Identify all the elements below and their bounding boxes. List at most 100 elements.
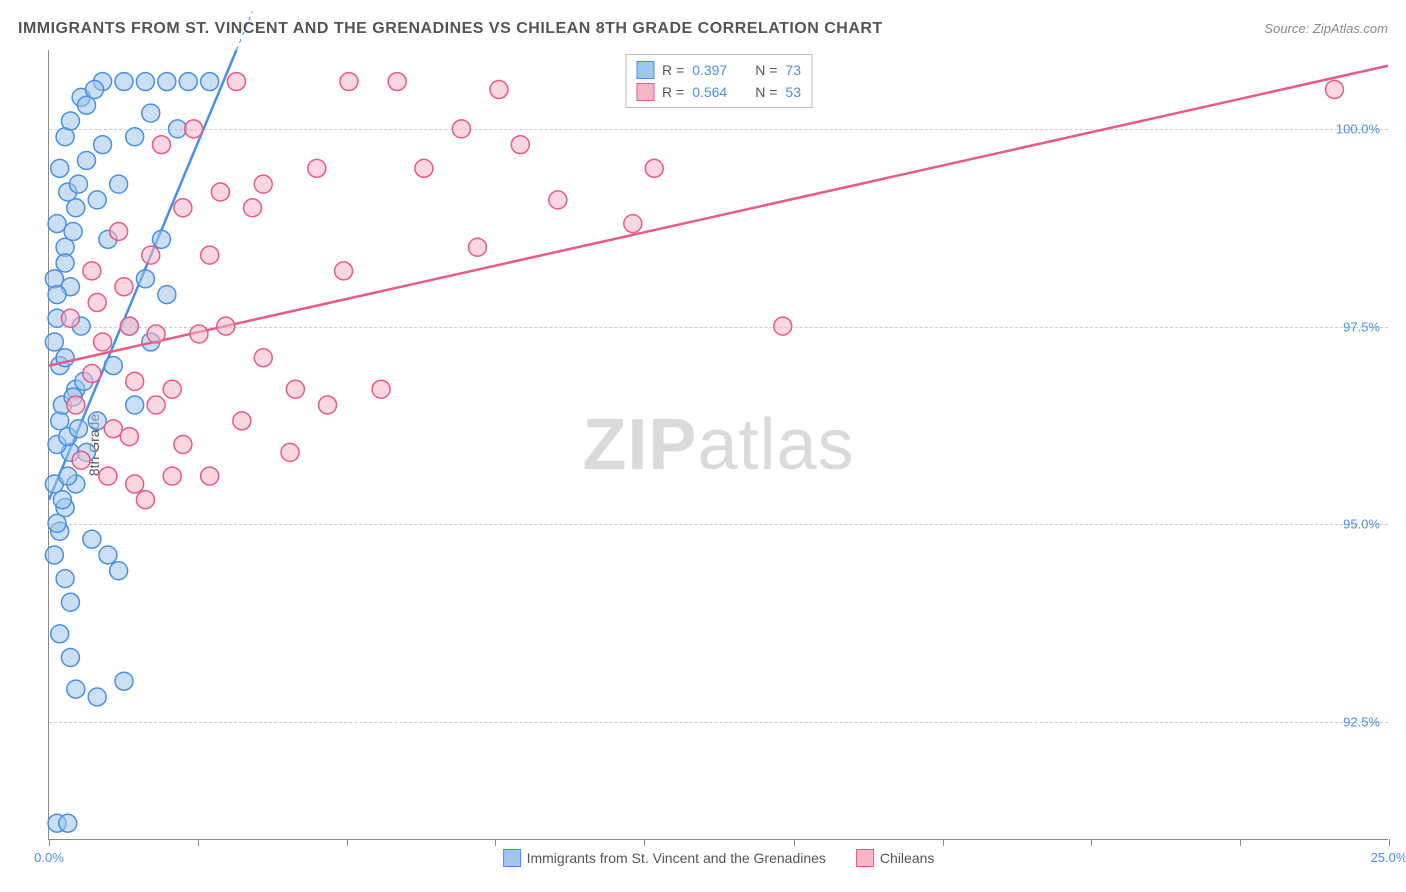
scatter-point-chilean (185, 120, 203, 138)
scatter-point-chilean (244, 199, 262, 217)
scatter-point-chilean (415, 159, 433, 177)
scatter-point-svg (158, 286, 176, 304)
scatter-point-chilean (468, 238, 486, 256)
chart-title: IMMIGRANTS FROM ST. VINCENT AND THE GREN… (18, 20, 883, 38)
scatter-point-svg (99, 546, 117, 564)
scatter-point-chilean (340, 73, 358, 91)
scatter-point-chilean (142, 246, 160, 264)
n-value-chilean: 53 (785, 84, 801, 100)
scatter-point-chilean (104, 420, 122, 438)
scatter-point-svg (88, 191, 106, 209)
scatter-point-svg (69, 420, 87, 438)
scatter-point-svg (67, 680, 85, 698)
scatter-point-svg (88, 412, 106, 430)
x-tick (1389, 839, 1390, 846)
n-value-svg: 73 (785, 62, 801, 78)
scatter-point-svg (94, 136, 112, 154)
r-label: R = (662, 84, 684, 100)
scatter-point-svg (104, 357, 122, 375)
scatter-point-svg (53, 491, 71, 509)
scatter-point-svg (51, 625, 69, 643)
series-legend: Immigrants from St. Vincent and the Gren… (503, 849, 935, 867)
scatter-point-svg (56, 254, 74, 272)
x-tick (198, 839, 199, 846)
legend-row-chilean: R =0.564N =53 (636, 81, 801, 103)
scatter-point-svg (169, 120, 187, 138)
x-tick (1091, 839, 1092, 846)
scatter-point-chilean (163, 467, 181, 485)
scatter-point-chilean (83, 262, 101, 280)
scatter-point-chilean (388, 73, 406, 91)
scatter-point-svg (158, 73, 176, 91)
title-bar: IMMIGRANTS FROM ST. VINCENT AND THE GREN… (18, 20, 1388, 38)
x-tick (49, 839, 50, 846)
x-tick (347, 839, 348, 846)
scatter-point-svg (45, 333, 63, 351)
scatter-point-chilean (254, 175, 272, 193)
scatter-point-svg (51, 159, 69, 177)
scatter-point-chilean (308, 159, 326, 177)
x-tick (943, 839, 944, 846)
scatter-point-chilean (147, 325, 165, 343)
scatter-point-svg (115, 73, 133, 91)
scatter-point-chilean (201, 467, 219, 485)
series-label: Immigrants from St. Vincent and the Gren… (527, 850, 826, 866)
x-tick (1240, 839, 1241, 846)
x-tick (495, 839, 496, 846)
scatter-point-chilean (490, 80, 508, 98)
scatter-point-chilean (286, 380, 304, 398)
scatter-point-svg (142, 104, 160, 122)
scatter-point-chilean (645, 159, 663, 177)
scatter-point-chilean (67, 396, 85, 414)
scatter-point-svg (83, 530, 101, 548)
scatter-point-chilean (201, 246, 219, 264)
scatter-point-svg (86, 80, 104, 98)
scatter-point-svg (48, 286, 66, 304)
scatter-point-svg (69, 175, 87, 193)
scatter-point-svg (64, 222, 82, 240)
source-label: Source: (1264, 21, 1309, 36)
scatter-point-chilean (126, 475, 144, 493)
scatter-point-svg (88, 688, 106, 706)
series-legend-item: Chileans (856, 849, 934, 867)
scatter-point-chilean (217, 317, 235, 335)
scatter-point-chilean (281, 443, 299, 461)
scatter-point-chilean (624, 215, 642, 233)
scatter-point-svg (59, 467, 77, 485)
source-name: ZipAtlas.com (1313, 21, 1388, 36)
scatter-point-chilean (211, 183, 229, 201)
scatter-point-svg (152, 230, 170, 248)
scatter-point-svg (115, 672, 133, 690)
scatter-point-svg (110, 562, 128, 580)
scatter-point-svg (48, 215, 66, 233)
legend-swatch-svg (636, 61, 654, 79)
scatter-point-chilean (549, 191, 567, 209)
scatter-point-chilean (120, 428, 138, 446)
scatter-point-chilean (174, 199, 192, 217)
scatter-point-chilean (1325, 80, 1343, 98)
scatter-point-chilean (254, 349, 272, 367)
legend-swatch-chilean (636, 83, 654, 101)
scatter-point-chilean (72, 451, 90, 469)
scatter-point-svg (61, 649, 79, 667)
scatter-point-chilean (227, 73, 245, 91)
x-tick-label: 25.0% (1371, 850, 1406, 865)
scatter-point-svg (48, 514, 66, 532)
scatter-point-chilean (126, 372, 144, 390)
scatter-point-svg (136, 73, 154, 91)
scatter-point-svg (45, 546, 63, 564)
scatter-point-chilean (152, 136, 170, 154)
scatter-svg (49, 50, 1388, 839)
scatter-point-chilean (115, 278, 133, 296)
correlation-legend: R =0.397N =73R =0.564N =53 (625, 54, 812, 108)
r-label: R = (662, 62, 684, 78)
scatter-point-svg (126, 396, 144, 414)
scatter-point-svg (61, 593, 79, 611)
scatter-point-chilean (83, 365, 101, 383)
x-tick (794, 839, 795, 846)
scatter-point-chilean (61, 309, 79, 327)
scatter-point-chilean (110, 222, 128, 240)
scatter-point-chilean (163, 380, 181, 398)
scatter-point-chilean (452, 120, 470, 138)
legend-row-svg: R =0.397N =73 (636, 59, 801, 81)
